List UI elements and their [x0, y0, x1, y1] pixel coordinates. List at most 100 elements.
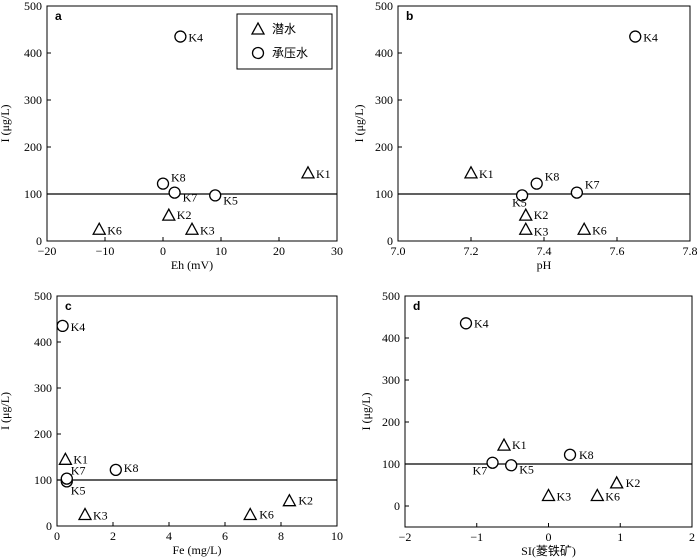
y-tick-label: 500	[34, 289, 52, 303]
point-label-K8: K8	[545, 170, 560, 184]
x-tick-label: 7.0	[391, 244, 406, 258]
x-axis-label: Eh (mV)	[171, 258, 213, 272]
point-label-K6: K6	[259, 508, 274, 522]
plot-frame	[56, 295, 338, 527]
y-tick-label: 400	[24, 46, 42, 60]
point-K6-triangle	[92, 221, 107, 235]
point-K6-triangle	[590, 488, 605, 502]
x-tick-label: 0	[546, 530, 552, 544]
point-label-K2: K2	[177, 208, 192, 222]
point-label-K2: K2	[298, 494, 313, 508]
panel-d: 0 100 200 300 400 500 −2 −1 0 1 2 SI(菱铁矿) I (μg/L) d K…	[359, 289, 695, 558]
x-axis-label: Fe (mg/L)	[173, 543, 222, 557]
point-K7-circle	[486, 456, 499, 469]
point-K7-circle	[168, 186, 181, 199]
point-K3-triangle	[518, 221, 533, 235]
point-label-K8: K8	[171, 171, 186, 185]
point-label-K7: K7	[183, 191, 198, 205]
legend-confined: 承压水	[272, 46, 308, 60]
y-tick-label: 400	[375, 46, 393, 60]
panel-label: c	[65, 299, 72, 313]
point-K7-circle	[570, 186, 583, 199]
y-tick-label: 300	[382, 373, 400, 387]
point-K4-circle	[174, 30, 187, 43]
point-label-K6: K6	[605, 490, 620, 504]
x-tick-label: 2	[689, 530, 695, 544]
x-tick-label: 7.4	[537, 244, 552, 258]
panel-c: 0 100 200 300 400 500 0 2 4 6 8 10 Fe (mg/L) I (μg/L)…	[0, 289, 343, 557]
y-tick-label: 200	[34, 427, 52, 441]
y-tick-label: 300	[24, 93, 42, 107]
point-K7-circle	[60, 472, 73, 485]
point-K5-circle	[505, 459, 518, 472]
point-K4-circle	[459, 317, 473, 330]
y-tick-label: 400	[34, 335, 52, 349]
y-tick-label: 100	[34, 473, 52, 487]
x-tick-label: 7.2	[464, 244, 479, 258]
y-tick-label: 100	[24, 187, 42, 201]
point-label-K1: K1	[73, 452, 88, 466]
point-K8-circle	[156, 177, 170, 190]
x-tick-label: 10	[331, 529, 343, 543]
point-K1-triangle	[300, 165, 316, 179]
panel-label: b	[406, 9, 413, 23]
x-axis-label: SI(菱铁矿)	[521, 544, 576, 558]
point-label-K7: K7	[71, 464, 86, 478]
point-label-K3: K3	[534, 224, 549, 238]
point-label-K3: K3	[200, 223, 215, 237]
legend-triangle-marker	[250, 21, 266, 35]
point-K2-triangle	[518, 207, 533, 221]
point-label-K8: K8	[124, 461, 139, 475]
point-K3-triangle	[77, 507, 93, 521]
panel-b: 0 100 200 300 400 500 7.0 7.2 7.4 7.6 7.8 pH I (μg/L…	[352, 0, 698, 272]
x-tick-label: −2	[399, 530, 412, 544]
point-label-K5: K5	[519, 462, 534, 476]
point-label-K6: K6	[107, 223, 122, 237]
point-K5-circle	[209, 189, 222, 202]
y-tick-label: 500	[24, 0, 42, 13]
point-K5-circle	[515, 189, 529, 202]
y-tick-label: 100	[382, 457, 400, 471]
x-tick-label: 4	[166, 529, 172, 543]
y-tick-label: 200	[382, 415, 400, 429]
x-tick-label: 10	[215, 244, 227, 258]
point-label-K4: K4	[188, 31, 203, 45]
y-tick-label: 300	[375, 93, 393, 107]
legend-phreatic: 潜水	[272, 22, 296, 36]
point-K6-triangle	[577, 221, 592, 235]
point-label-K7: K7	[473, 464, 488, 478]
point-K8-circle	[109, 463, 122, 477]
panel-label: a	[55, 9, 62, 23]
panel-a: 0 100 200 300 400 500 −20 −10 0 10 20 30 Eh (mV) I (μ…	[0, 0, 343, 272]
y-tick-label: 0	[36, 234, 42, 248]
y-tick-label: 0	[387, 234, 393, 248]
legend-box	[236, 13, 333, 70]
y-tick-label: 500	[382, 289, 400, 303]
x-tick-label: −1	[470, 530, 483, 544]
point-label-K3: K3	[557, 490, 572, 504]
point-label-K7: K7	[585, 178, 600, 192]
x-tick-label: 1	[617, 530, 623, 544]
point-label-K4: K4	[474, 316, 489, 330]
y-tick-label: 100	[375, 187, 393, 201]
point-label-K6: K6	[592, 223, 607, 237]
point-label-K3: K3	[93, 509, 108, 523]
y-tick-label: 300	[34, 381, 52, 395]
y-tick-label: 0	[394, 499, 400, 513]
point-label-K5: K5	[71, 483, 86, 497]
point-label-K5: K5	[512, 195, 527, 209]
point-label-K1: K1	[316, 167, 331, 181]
y-tick-label: 200	[24, 140, 42, 154]
point-label-K1: K1	[479, 167, 494, 181]
point-label-K8: K8	[579, 448, 594, 462]
plot-frame	[46, 5, 338, 242]
x-axis-label: pH	[537, 258, 552, 272]
x-tick-label: 6	[222, 529, 228, 543]
y-axis-label: I (μg/L)	[352, 104, 366, 142]
x-tick-label: 2	[110, 529, 116, 543]
y-tick-label: 0	[46, 519, 52, 533]
x-tick-label: 7.8	[683, 244, 698, 258]
point-label-K4: K4	[643, 31, 658, 45]
point-K3-triangle	[541, 488, 556, 502]
